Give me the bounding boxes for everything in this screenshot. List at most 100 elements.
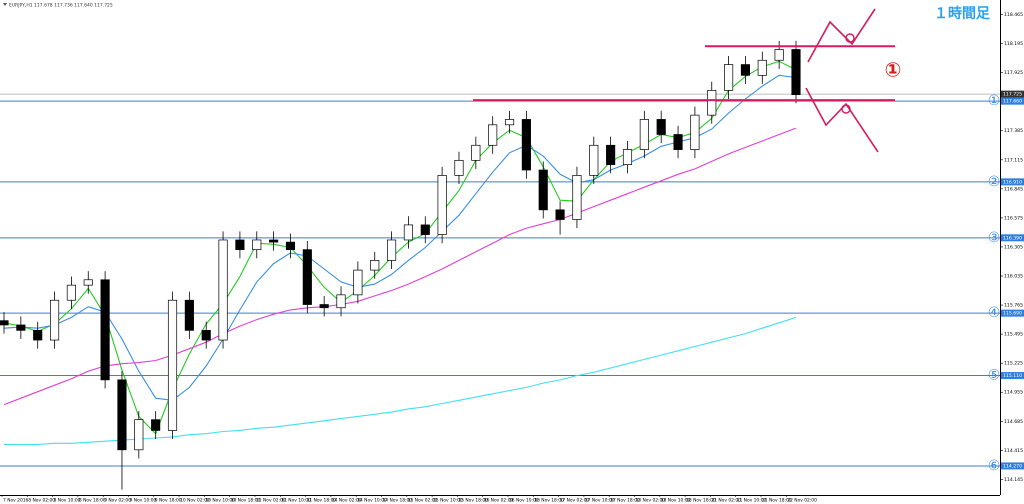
level-tag — [1001, 178, 1024, 186]
candle-body — [49, 299, 60, 341]
candle-body — [488, 124, 498, 146]
candle-body — [454, 159, 464, 176]
candle-body — [504, 119, 515, 126]
level-tag — [1001, 97, 1024, 105]
x-tick-label: 9 Nov 10:00 — [130, 498, 157, 504]
header-icon — [3, 3, 7, 6]
x-tick-label: 17 Nov 10:00 — [585, 498, 615, 504]
candle-body — [269, 239, 279, 243]
timeframe-label: １時間足 — [934, 5, 991, 22]
y-tick-label: 118.195 — [1004, 41, 1023, 47]
x-tick-label: 11 Nov 10:00 — [281, 498, 311, 504]
candle-body — [100, 279, 110, 381]
y-tick-label: 115.765 — [1004, 303, 1023, 309]
candle-body — [16, 324, 26, 331]
candle-body — [117, 379, 127, 451]
arrow-marker — [841, 104, 851, 114]
candle-body — [218, 239, 228, 341]
level-tag — [1001, 372, 1024, 380]
x-tick-label: 14 Nov 02:00 — [332, 498, 362, 504]
x-tick-label: 9 Nov 18:00 — [155, 498, 182, 504]
level-name: ③ — [988, 230, 1001, 246]
x-tick-label: 7 Nov 2016 — [3, 498, 29, 504]
x-tick-label: 18 Nov 18:00 — [686, 498, 716, 504]
moving-average — [3, 60, 797, 435]
y-tick-label: 117.385 — [1004, 128, 1023, 134]
x-tick-label: 16 Nov 02:00 — [484, 498, 514, 504]
arrow-marker — [845, 33, 855, 43]
current-price-tag — [1001, 90, 1024, 98]
levels — [0, 93, 1000, 467]
candle-body — [336, 294, 346, 309]
level-tag-label: 117.660 — [1003, 99, 1022, 105]
candle-body — [622, 149, 633, 165]
y-tick-label: 116.575 — [1004, 215, 1023, 221]
candle-body — [33, 330, 43, 341]
x-tick-label: 22 Nov 02:00 — [787, 498, 817, 504]
candle-body — [521, 119, 531, 171]
candle-body — [370, 260, 380, 271]
y-tick-label: 116.305 — [1004, 244, 1023, 250]
candle-body — [589, 144, 599, 176]
x-tick-label: 14 Nov 10:00 — [357, 498, 387, 504]
x-tick-label: 17 Nov 02:00 — [560, 498, 590, 504]
candle-body — [285, 241, 296, 251]
x-tick-label: 14 Nov 18:00 — [383, 498, 413, 504]
candle-body — [167, 299, 178, 431]
x-tick-label: 15 Nov 02:00 — [408, 498, 438, 504]
level-tag-label: 114.270 — [1003, 463, 1022, 469]
candle-body — [690, 114, 700, 150]
y-tick-label: 114.685 — [1004, 419, 1023, 425]
candle-body — [134, 419, 144, 451]
candle-body — [538, 169, 548, 211]
candle-body — [555, 209, 565, 220]
y-tick-label: 117.925 — [1004, 70, 1023, 76]
level-name: ① — [988, 93, 1001, 109]
x-tick-label: 21 Nov 10:00 — [737, 498, 767, 504]
candle-body — [757, 59, 767, 76]
breakdown-arrow — [805, 87, 879, 153]
x-tick-label: 8 Nov 18:00 — [79, 498, 106, 504]
candle-body — [724, 64, 734, 91]
candle-body — [201, 330, 211, 341]
current-price-label: 117.725 — [1003, 92, 1022, 98]
y-tick-label: 117.115 — [1004, 157, 1023, 163]
level-tag — [1001, 462, 1024, 470]
y-tick-label: 114.415 — [1004, 448, 1023, 454]
candle-body — [319, 304, 329, 309]
x-tick-label: 10 Nov 18:00 — [231, 498, 261, 504]
candle-body — [471, 144, 481, 161]
candles — [0, 40, 801, 490]
x-tick-label: 8 Nov 02:00 — [28, 498, 55, 504]
candle-body — [656, 119, 666, 135]
candle-body — [151, 419, 161, 431]
y-tick-label: 115.225 — [1004, 361, 1023, 367]
candle-body — [302, 249, 312, 305]
x-tick-label: 15 Nov 10:00 — [433, 498, 463, 504]
x-tick-label: 15 Nov 18:00 — [458, 498, 488, 504]
candle-body — [437, 175, 447, 235]
level-name: ② — [988, 174, 1001, 190]
candle-body — [774, 49, 784, 61]
candle-body — [791, 49, 801, 96]
candle-body — [235, 239, 245, 251]
moving-average — [3, 127, 797, 406]
candle-body — [403, 224, 413, 241]
candle-body — [387, 239, 397, 261]
level-name: ⑤ — [988, 368, 1001, 384]
level-tag-label: 116.390 — [1003, 235, 1022, 241]
candle-body — [673, 134, 683, 150]
moving-average — [3, 74, 797, 401]
candle-body — [606, 144, 616, 165]
level-tag-label: 116.910 — [1003, 179, 1022, 185]
candle-body — [184, 299, 194, 331]
x-tick-label: 10 Nov 02:00 — [180, 498, 210, 504]
x-tick-label: 18 Nov 02:00 — [636, 498, 666, 504]
candle-body — [353, 269, 363, 296]
x-tick-label: 21 Nov 18:00 — [762, 498, 792, 504]
level-name: ⑥ — [988, 458, 1001, 474]
candle-body — [252, 239, 262, 251]
level-tag-label: 115.690 — [1003, 311, 1022, 317]
x-tick-label: 16 Nov 18:00 — [534, 498, 564, 504]
y-tick-label: 118.465 — [1004, 12, 1023, 18]
